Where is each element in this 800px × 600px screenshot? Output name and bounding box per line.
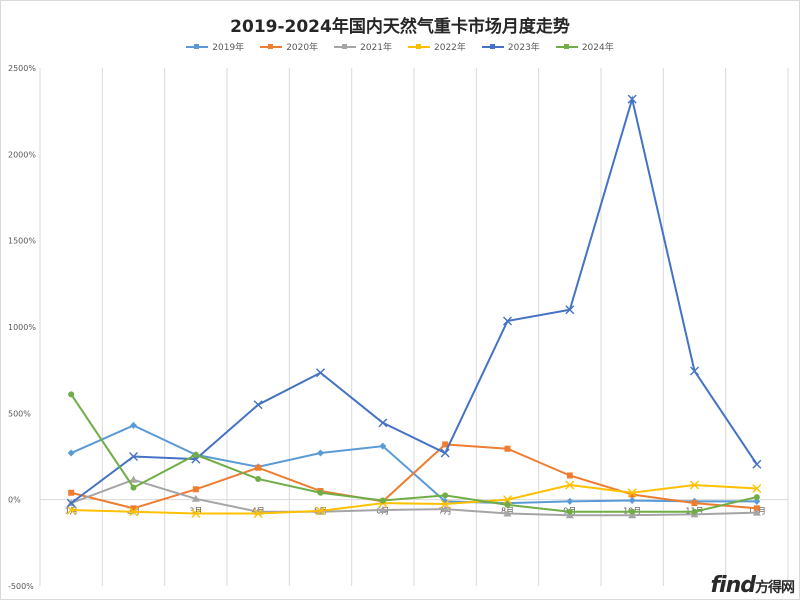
- data-point: [442, 441, 449, 448]
- data-point: [566, 472, 573, 479]
- y-tick-label: 2000%: [8, 150, 36, 159]
- data-point: [690, 366, 699, 376]
- data-point: [130, 421, 137, 429]
- y-tick-label: 1500%: [8, 237, 36, 246]
- data-point: [752, 483, 762, 493]
- data-point: [68, 391, 75, 398]
- data-point: [629, 508, 636, 515]
- data-point: [753, 497, 761, 505]
- data-point: [503, 495, 512, 505]
- data-point: [192, 486, 199, 493]
- data-point: [379, 442, 387, 450]
- y-tick-label: 500%: [8, 409, 31, 418]
- y-tick-label: 1000%: [8, 323, 36, 332]
- data-point: [130, 505, 137, 512]
- data-point: [504, 445, 511, 452]
- data-point: [191, 508, 201, 518]
- legend-item: 2019年: [186, 40, 244, 53]
- data-point: [627, 94, 637, 104]
- legend-item: 2022年: [408, 40, 466, 53]
- data-point: [503, 316, 512, 326]
- data-point: [316, 368, 325, 378]
- data-point: [440, 499, 450, 509]
- legend-item: 2020年: [260, 40, 318, 53]
- x-tick-label: 3月: [189, 507, 202, 516]
- series-line: [70, 478, 757, 517]
- data-point: [752, 459, 762, 469]
- legend-item: 2021年: [334, 40, 392, 53]
- data-point: [629, 491, 636, 498]
- data-point: [691, 508, 698, 515]
- watermark-brand: find: [710, 573, 756, 598]
- data-point: [253, 400, 263, 410]
- legend-label: 2019年: [212, 43, 245, 53]
- data-point: [566, 497, 574, 505]
- series-line: [70, 95, 758, 504]
- data-point: [504, 501, 511, 508]
- data-point: [129, 475, 138, 483]
- data-point: [628, 497, 636, 505]
- data-point: [378, 418, 388, 428]
- data-point: [691, 500, 698, 507]
- legend-swatch-icon: [555, 43, 578, 49]
- data-point: [565, 480, 575, 490]
- legend-swatch-icon: [260, 43, 283, 49]
- data-point: [317, 449, 324, 457]
- data-point: [68, 489, 75, 496]
- data-point: [753, 505, 760, 512]
- legend-label: 2023年: [507, 43, 540, 53]
- data-point: [317, 489, 324, 496]
- y-tick-label: 0%: [8, 496, 21, 505]
- data-point: [690, 480, 699, 490]
- data-point: [379, 497, 386, 504]
- data-point: [129, 507, 138, 517]
- data-point: [503, 509, 512, 517]
- data-point: [752, 508, 761, 516]
- data-point: [66, 505, 76, 515]
- data-point: [565, 305, 575, 315]
- data-point: [255, 475, 262, 482]
- data-point: [192, 451, 199, 458]
- data-point: [566, 508, 573, 515]
- data-point: [753, 494, 760, 501]
- watermark-suffix: 方得网: [755, 580, 795, 596]
- legend-label: 2022年: [434, 43, 466, 53]
- data-point: [66, 498, 76, 508]
- y-tick-label: -500%: [8, 582, 34, 591]
- data-point: [378, 506, 387, 514]
- data-point: [441, 505, 450, 513]
- series-line: [70, 443, 757, 510]
- series-line: [70, 393, 758, 513]
- data-point: [627, 488, 637, 498]
- legend-label: 2024年: [581, 43, 614, 53]
- data-point: [440, 448, 450, 458]
- data-point: [67, 449, 75, 457]
- data-point: [442, 492, 449, 499]
- data-point: [316, 506, 325, 516]
- chart-title: 2019-2024年国内天然气重卡市场月度走势: [230, 17, 570, 37]
- y-tick-label: 2500%: [8, 64, 36, 73]
- data-point: [191, 494, 200, 502]
- legend-item: 2023年: [481, 40, 540, 53]
- data-point: [130, 484, 137, 491]
- x-tick-label: 1月: [65, 507, 78, 516]
- legend-swatch-icon: [408, 43, 430, 49]
- data-point: [129, 452, 138, 461]
- legend-item: 2024年: [555, 40, 614, 53]
- chart-legend: 2019年 2020年 2021年 2022年 2023年 2024年: [0, 40, 800, 53]
- series-line: [71, 483, 757, 515]
- legend-label: 2020年: [286, 43, 319, 53]
- watermark-logo: find方得网: [710, 573, 795, 598]
- data-point: [255, 464, 262, 471]
- data-point: [253, 508, 263, 518]
- legend-swatch-icon: [334, 43, 357, 49]
- legend-swatch-icon: [186, 43, 209, 49]
- legend-swatch-icon: [481, 43, 504, 49]
- legend-label: 2021年: [360, 43, 392, 53]
